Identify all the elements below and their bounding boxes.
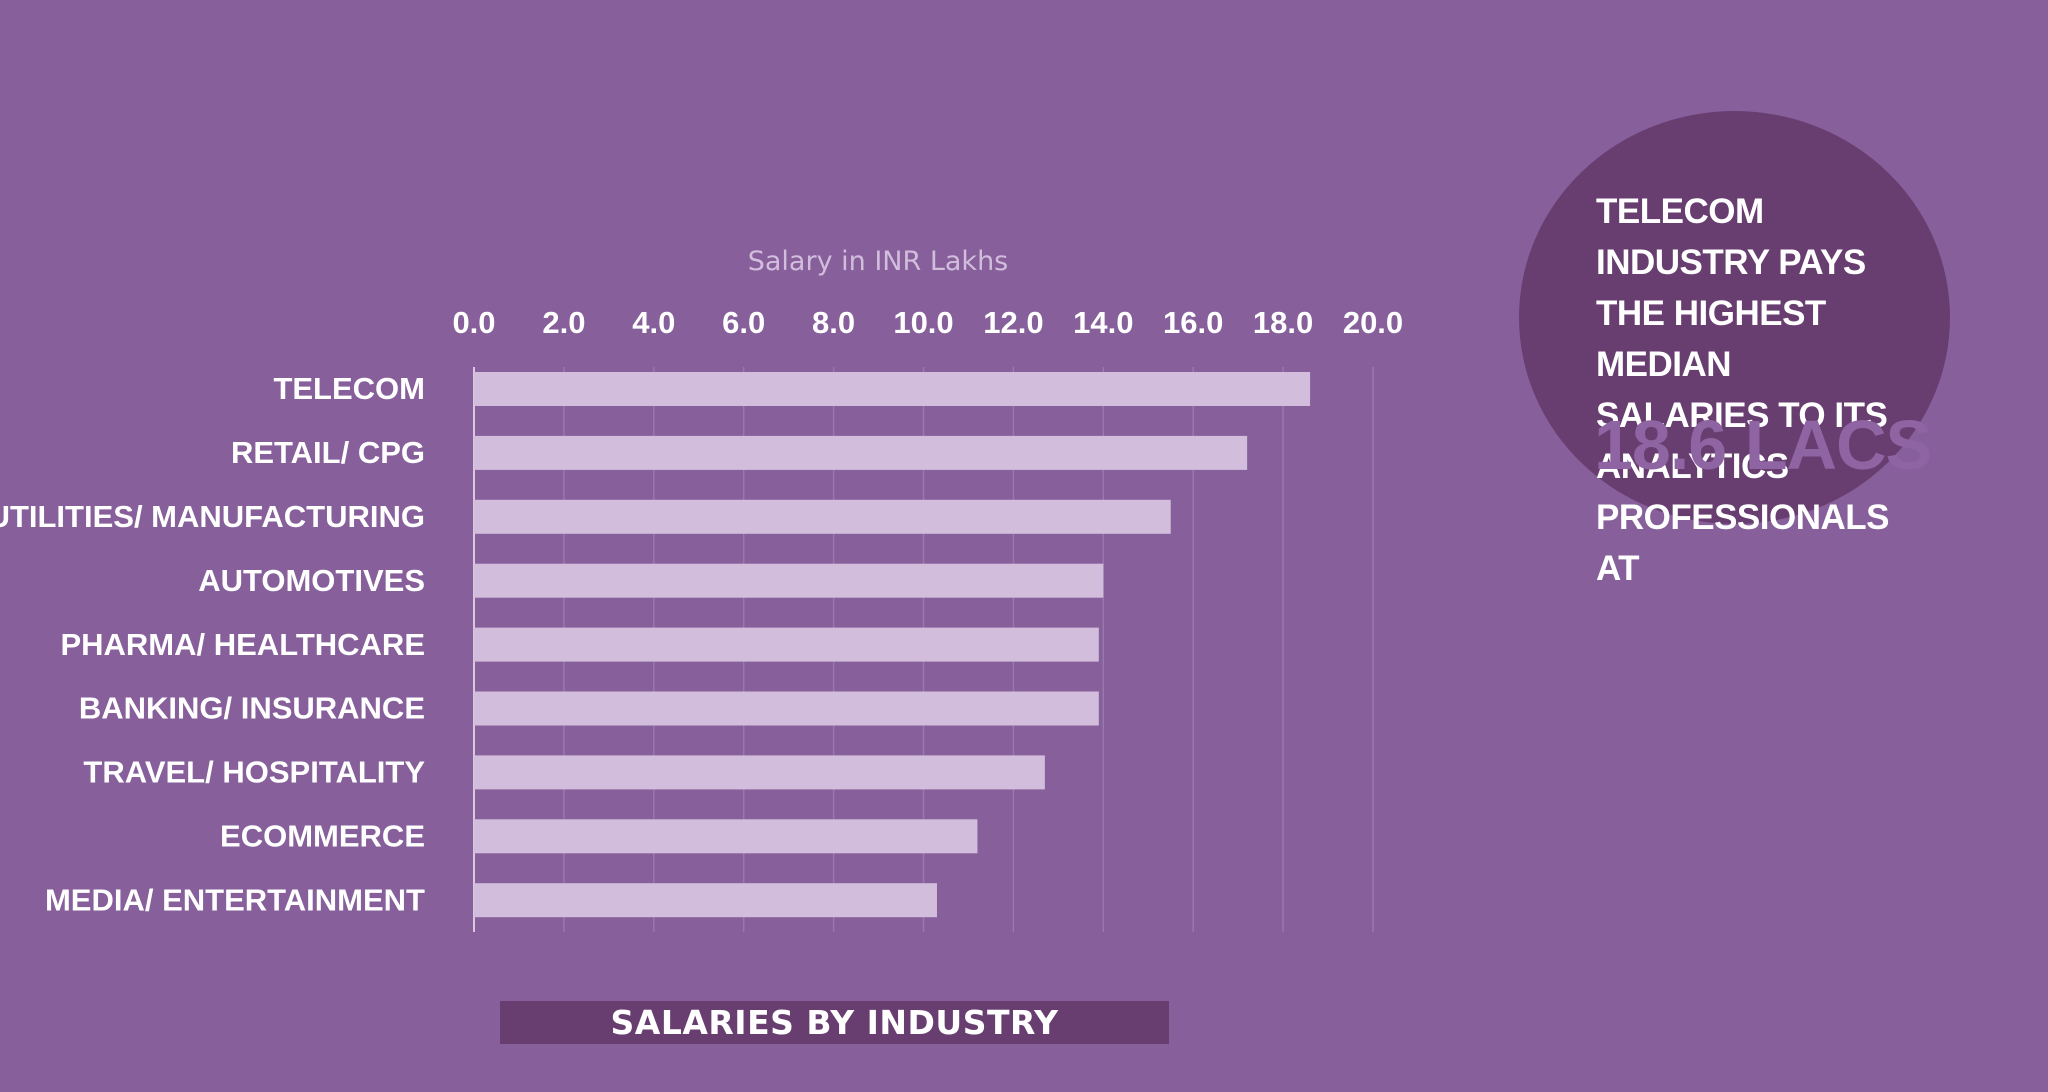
- category-label: Telecom: [273, 371, 425, 406]
- x-tick-label: 10.0: [893, 305, 953, 340]
- x-tick-label: 16.0: [1163, 305, 1223, 340]
- x-axis-title: Salary in INR Lakhs: [748, 246, 1009, 277]
- bar: [474, 883, 937, 918]
- category-labels: Telecom Retail/ CPG Energy/ Utilities/ Man…: [0, 371, 425, 917]
- x-tick-label: 12.0: [983, 305, 1043, 340]
- bar: [474, 691, 1099, 726]
- bar: [474, 819, 978, 854]
- x-tick-label: 14.0: [1073, 305, 1133, 340]
- category-label: Automotives: [198, 563, 425, 598]
- category-label: Ecommerce: [220, 818, 425, 853]
- callout-text: Telecom industry pays the highest median…: [1596, 192, 1889, 588]
- chart-title-banner: SALARIES BY INDUSTRY: [500, 1001, 1169, 1044]
- category-label: Retail/ CPG: [231, 435, 425, 470]
- bar: [474, 499, 1171, 534]
- category-label: Pharma/ Healthcare: [60, 627, 425, 662]
- x-tick-label: 6.0: [722, 305, 765, 340]
- x-axis-ticks: 0.0 2.0 4.0 6.0 8.0 10.0 12.0 14.0 16.0 18.0 20.0: [452, 305, 1403, 340]
- callout-circle: [1519, 111, 1950, 524]
- category-label: Travel/ Hospitality: [83, 755, 425, 790]
- bar: [474, 435, 1248, 470]
- bars: [474, 372, 1311, 918]
- x-tick-label: 0.0: [452, 305, 495, 340]
- category-label: Media/ Entertainment: [45, 882, 425, 917]
- x-tick-label: 20.0: [1343, 305, 1403, 340]
- x-tick-label: 18.0: [1253, 305, 1313, 340]
- x-tick-label: 4.0: [632, 305, 675, 340]
- callout-value: 18.6 lacs: [1594, 406, 1932, 484]
- category-label: Banking/ Insurance: [79, 691, 425, 726]
- x-tick-label: 2.0: [542, 305, 585, 340]
- bar: [474, 627, 1099, 662]
- chart-title: SALARIES BY INDUSTRY: [610, 1003, 1059, 1042]
- bar: [474, 563, 1104, 598]
- category-label: Energy/ Utilities/ Manufacturing: [0, 499, 425, 534]
- x-tick-label: 8.0: [812, 305, 855, 340]
- bar: [474, 372, 1311, 406]
- bar: [474, 755, 1045, 790]
